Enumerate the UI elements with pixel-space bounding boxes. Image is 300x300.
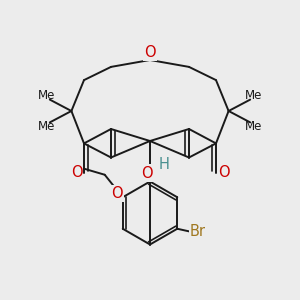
Text: O: O <box>112 186 123 201</box>
Text: Me: Me <box>38 89 56 102</box>
Text: Me: Me <box>38 120 56 133</box>
Text: O: O <box>144 45 156 60</box>
Text: H: H <box>159 157 170 172</box>
Text: O: O <box>141 166 153 181</box>
Text: Me: Me <box>244 120 262 133</box>
Text: O: O <box>218 165 229 180</box>
Text: O: O <box>71 165 82 180</box>
Text: Br: Br <box>190 224 206 239</box>
Text: Me: Me <box>244 89 262 102</box>
